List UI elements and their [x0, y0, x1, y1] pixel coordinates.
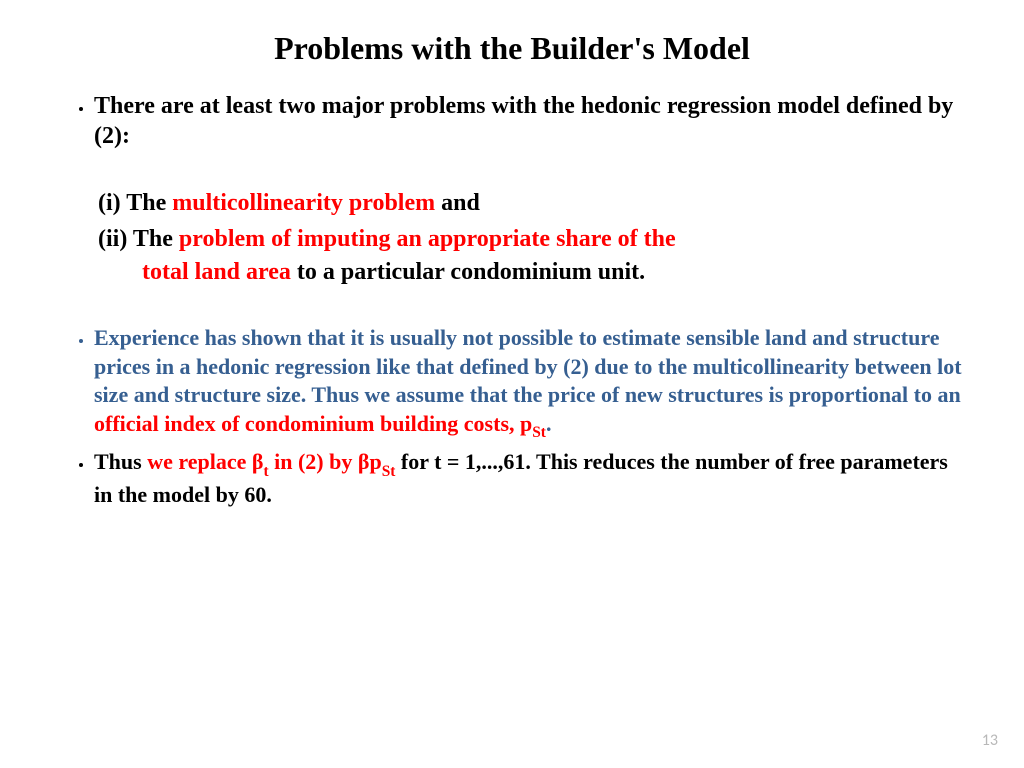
bullet-1-text: There are at least two major problems wi…: [94, 91, 964, 151]
sub-point-ii: (ii) The problem of imputing an appropri…: [98, 223, 964, 288]
sub-point-i: (i) The multicollinearity problem and: [98, 187, 964, 219]
bullet-1: There are at least two major problems wi…: [94, 91, 964, 324]
b3-red-2: in (2) by βp: [269, 449, 382, 474]
sub-i-red: multicollinearity problem: [172, 190, 435, 216]
bullet-2: Experience has shown that it is usually …: [94, 324, 964, 442]
slide-title: Problems with the Builder's Model: [60, 30, 964, 67]
sub-ii-red-1: problem of imputing an appropriate share…: [179, 226, 676, 252]
bullet-3: Thus we replace βt in (2) by βpSt for t …: [94, 448, 964, 509]
page-number: 13: [982, 731, 998, 750]
b2-red-1: official index of condominium building c…: [94, 411, 532, 436]
bullet-list: There are at least two major problems wi…: [60, 91, 964, 509]
slide-container: Problems with the Builder's Model There …: [0, 0, 1024, 768]
bullet-3-text: Thus we replace βt in (2) by βpSt for t …: [94, 448, 964, 509]
b2-navy-1: Experience has shown that it is usually …: [94, 325, 962, 407]
b3-black-1: Thus: [94, 449, 147, 474]
sub-ii-red-2: total land area: [142, 259, 291, 285]
b3-red-sub-2: St: [382, 463, 396, 480]
b3-red-sub-1: t: [263, 463, 268, 480]
b2-navy-2: .: [546, 411, 552, 436]
b2-red-sub: St: [532, 424, 546, 441]
sub-ii-suffix: to a particular condominium unit.: [291, 259, 645, 285]
sub-i-suffix: and: [435, 190, 480, 216]
b3-red-1: we replace β: [147, 449, 263, 474]
sub-i-prefix: (i) The: [98, 190, 172, 216]
bullet-2-text: Experience has shown that it is usually …: [94, 324, 964, 442]
sub-ii-prefix: (ii) The: [98, 226, 179, 252]
